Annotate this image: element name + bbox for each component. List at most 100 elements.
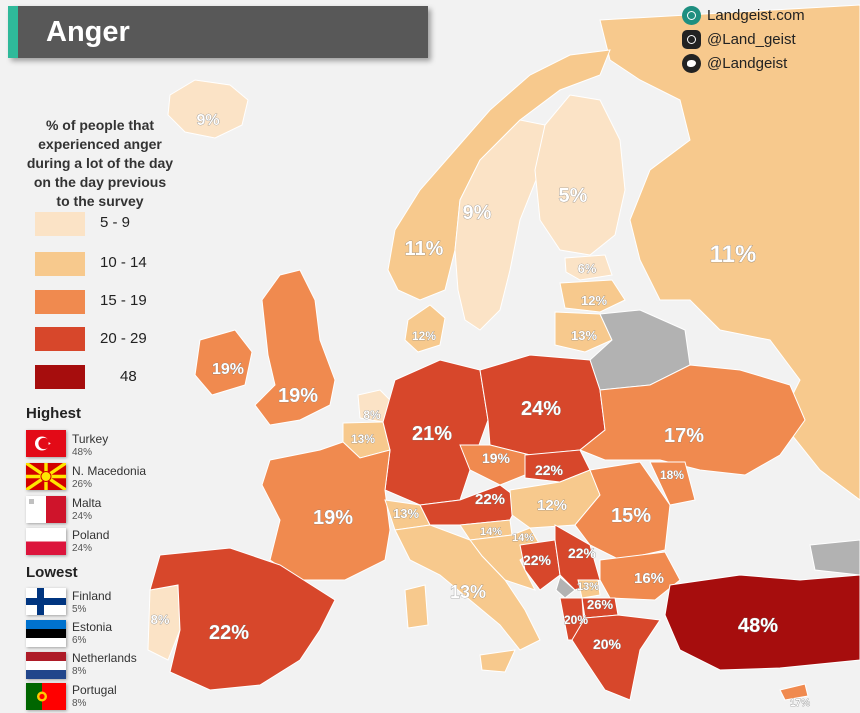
- legend-swatch-10-14: [35, 252, 85, 276]
- label-slovakia: 22%: [535, 462, 564, 478]
- legend-label-15-19: 15 - 19: [100, 292, 147, 309]
- legend-swatch-5-9: [35, 212, 85, 236]
- label-lithuania: 13%: [571, 328, 597, 343]
- label-ukraine: 17%: [664, 425, 704, 447]
- highest-value-north-macedonia: 26%: [72, 479, 93, 490]
- label-cyprus: 17%: [790, 698, 810, 709]
- legend-title-line: during a lot of the day: [26, 155, 174, 171]
- label-albania: 20%: [564, 613, 588, 627]
- region-sardinia: [404, 584, 429, 629]
- label-bulgaria: 16%: [634, 570, 664, 587]
- region-italy: [394, 524, 541, 651]
- legend-title-line: % of people that: [45, 117, 155, 133]
- label-switzerland: 13%: [393, 506, 419, 521]
- label-romania: 15%: [611, 505, 651, 527]
- label-montenegro: 13%: [577, 581, 599, 593]
- instagram-credit: @Land_geist: [682, 30, 796, 49]
- instagram-text: @Land_geist: [707, 31, 796, 48]
- twitter-icon: [682, 54, 701, 73]
- highest-name-turkey: Turkey: [72, 432, 109, 446]
- lowest-name-finland: Finland: [72, 589, 112, 603]
- label-italy: 13%: [450, 582, 486, 602]
- twitter-text: @Landgeist: [707, 55, 788, 72]
- region-spain: [149, 547, 336, 691]
- region-sweden: [454, 119, 546, 331]
- region-latvia: [559, 279, 626, 313]
- label-north-macedonia: 26%: [587, 597, 613, 612]
- label-spain: 22%: [209, 622, 249, 644]
- legend-swatch-20-29: [35, 327, 85, 351]
- label-uk: 19%: [278, 385, 318, 407]
- highest-name-malta: Malta: [72, 496, 102, 510]
- legend-label-48: 48: [120, 368, 137, 385]
- label-belgium: 13%: [351, 432, 375, 446]
- highest-heading: Highest: [26, 405, 82, 422]
- lowest-name-portugal: Portugal: [72, 683, 117, 697]
- twitter-credit: @Landgeist: [682, 54, 787, 73]
- region-finland: [534, 94, 626, 256]
- legend-title-line: on the day previous: [33, 174, 167, 190]
- lowest-name-estonia: Estonia: [72, 620, 113, 634]
- region-bulgaria: [599, 551, 681, 601]
- region-estonia: [564, 254, 613, 281]
- region-cyprus: [779, 683, 809, 701]
- label-france: 19%: [313, 507, 353, 529]
- highest-name-north-macedonia: N. Macedonia: [72, 464, 147, 478]
- legend-label-5-9: 5 - 9: [100, 214, 131, 231]
- label-austria: 22%: [475, 491, 505, 508]
- country-value-labels: 9% 11% 9% 5% 11% 6% 12% 13% 12% 19% 19% …: [150, 112, 810, 710]
- label-denmark: 12%: [412, 329, 436, 343]
- region-ukraine: [579, 364, 806, 476]
- label-ireland: 19%: [212, 361, 244, 378]
- label-moldova: 18%: [660, 468, 684, 482]
- label-norway: 11%: [405, 238, 444, 260]
- label-sweden: 9%: [463, 202, 492, 224]
- legend-label-20-29: 20 - 29: [100, 330, 147, 347]
- label-poland: 24%: [521, 398, 561, 420]
- website-text: Landgeist.com: [707, 7, 805, 24]
- region-lithuania: [554, 311, 613, 353]
- highest-name-poland: Poland: [72, 528, 110, 542]
- title-banner: Anger: [8, 6, 428, 58]
- region-russia: [599, 4, 860, 501]
- lowest-value-netherlands: 8%: [72, 666, 87, 677]
- legend-title-line: experienced anger: [38, 136, 162, 152]
- label-iceland: 9%: [196, 112, 219, 129]
- region-france: [261, 441, 391, 581]
- instagram-icon: [682, 30, 701, 49]
- north-macedonia-flag-icon: [26, 463, 66, 490]
- portugal-flag-icon: [26, 683, 66, 710]
- lowest-value-finland: 5%: [72, 604, 87, 615]
- region-georgia: [809, 539, 860, 576]
- page-title: Anger: [46, 16, 130, 48]
- label-portugal: 8%: [151, 612, 170, 627]
- region-bosnia: [519, 539, 561, 591]
- turkey-flag-icon: [26, 430, 66, 457]
- lowest-heading: Lowest: [26, 564, 78, 581]
- label-serbia: 22%: [568, 545, 597, 561]
- netherlands-flag-icon: [26, 652, 66, 679]
- lowest-value-portugal: 8%: [72, 698, 87, 709]
- region-montenegro: [577, 579, 601, 599]
- label-estonia: 6%: [578, 261, 597, 276]
- highest-value-turkey: 48%: [72, 447, 93, 458]
- estonia-flag-icon: [26, 620, 66, 647]
- legend-title: % of people that experienced anger durin…: [10, 116, 190, 211]
- label-bosnia: 22%: [523, 552, 552, 568]
- poland-flag-icon: [26, 528, 66, 555]
- globe-icon: [682, 6, 701, 25]
- highest-value-malta: 24%: [72, 511, 93, 522]
- label-hungary: 12%: [537, 497, 567, 514]
- label-finland: 5%: [559, 185, 588, 207]
- region-norway: [387, 49, 611, 301]
- label-croatia: 14%: [512, 532, 534, 544]
- legend-title-line: to the survey: [56, 193, 144, 209]
- website-credit: Landgeist.com: [682, 6, 805, 25]
- lowest-name-netherlands: Netherlands: [72, 651, 137, 665]
- region-denmark: [404, 304, 446, 353]
- label-greece: 20%: [593, 636, 622, 652]
- region-moldova: [649, 461, 696, 506]
- legend-swatch-15-19: [35, 290, 85, 314]
